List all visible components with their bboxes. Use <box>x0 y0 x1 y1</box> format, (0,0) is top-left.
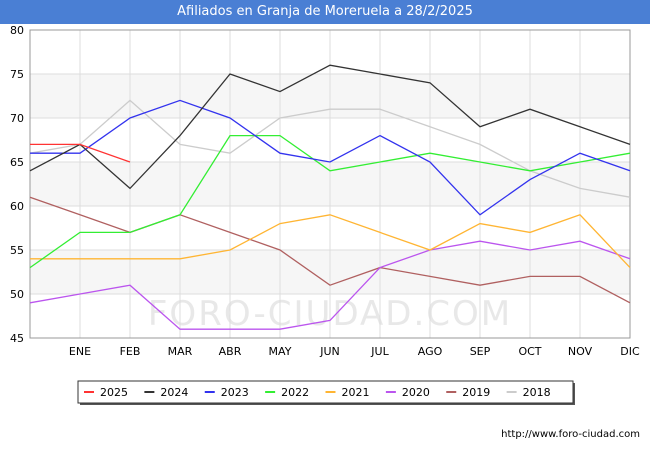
series-line-2025 <box>30 143 131 163</box>
x-tick-label: DIC <box>620 345 640 358</box>
x-tick-label: ENE <box>69 345 91 358</box>
legend-label-2024: 2024 <box>160 386 188 399</box>
y-tick-label: 55 <box>10 244 24 257</box>
y-tick-label: 65 <box>10 156 24 169</box>
series-line-2023 <box>30 99 631 216</box>
x-tick-label: FEB <box>120 345 141 358</box>
line-chart: FORO-CIUDAD.COM 45 50 55 60 65 70 75 80 ENE FEB M… <box>10 24 640 440</box>
series-line-2021 <box>30 214 631 269</box>
gridlines <box>29 29 631 339</box>
legend-label-2019: 2019 <box>462 386 490 399</box>
x-tick-label: SEP <box>470 345 491 358</box>
y-tick-label: 45 <box>10 332 24 345</box>
legend: 2025 2024 2023 2022 2021 2020 2019 2018 <box>77 380 575 405</box>
plot-border <box>29 29 631 339</box>
y-tick-labels: 45 50 55 60 65 70 75 80 <box>10 24 24 345</box>
chart-area: FORO-CIUDAD.COM 45 50 55 60 65 70 75 80 ENE FEB M… <box>0 24 650 450</box>
x-tick-label: NOV <box>568 345 593 358</box>
legend-label-2021: 2021 <box>342 386 370 399</box>
y-tick-label: 50 <box>10 288 24 301</box>
source-link[interactable]: http://www.foro-ciudad.com <box>501 429 640 440</box>
x-tick-label: JUL <box>370 345 389 358</box>
series-line-2024 <box>29 64 631 190</box>
legend-label-2025: 2025 <box>100 386 128 399</box>
x-tick-label: JUN <box>319 345 340 358</box>
x-tick-label: AGO <box>418 345 443 358</box>
legend-label-2023: 2023 <box>221 386 249 399</box>
legend-label-2018: 2018 <box>523 386 551 399</box>
x-tick-label: MAR <box>168 345 193 358</box>
y-tick-label: 75 <box>10 68 24 81</box>
series-line-2022 <box>29 134 631 269</box>
y-tick-label: 60 <box>10 200 24 213</box>
y-tick-label: 80 <box>10 24 24 37</box>
series-line-2020 <box>29 240 631 330</box>
x-tick-label: ABR <box>219 345 242 358</box>
series-lines <box>29 64 631 330</box>
x-tick-label: OCT <box>518 345 541 358</box>
y-tick-label: 70 <box>10 112 24 125</box>
x-tick-label: MAY <box>269 345 292 358</box>
legend-label-2022: 2022 <box>281 386 309 399</box>
x-tick-labels: ENE FEB MAR ABR MAY JUN JUL AGO SEP OCT NOV DIC <box>69 345 640 358</box>
legend-label-2020: 2020 <box>402 386 430 399</box>
chart-title: Afiliados en Granja de Moreruela a 28/2/… <box>0 0 650 24</box>
watermark: FORO-CIUDAD.COM <box>148 294 512 334</box>
